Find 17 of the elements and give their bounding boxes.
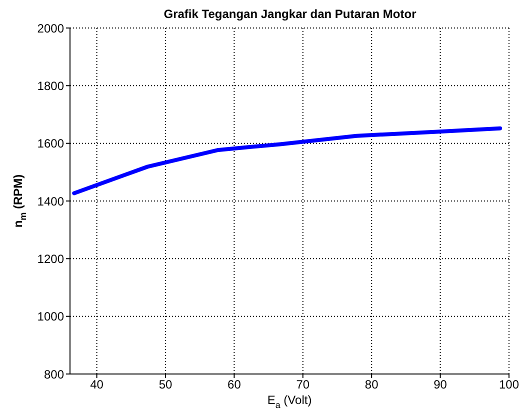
chart-title: Grafik Tegangan Jangkar dan Putaran Motor — [164, 7, 417, 21]
y-tick-label: 1400 — [37, 194, 64, 208]
y-tick-label: 800 — [44, 367, 64, 382]
y-tick-label: 2000 — [37, 21, 64, 36]
x-tick-label: 90 — [434, 378, 448, 392]
line-series — [72, 126, 502, 196]
x-tick-label: 40 — [90, 378, 104, 392]
y-tick-label: 1800 — [37, 78, 64, 93]
x-tick-label: 60 — [228, 378, 242, 392]
y-tick-label: 1200 — [37, 252, 64, 266]
y-tick-label: 1000 — [37, 310, 64, 324]
x-axis-title: E$_{a}$ (Volt) — [267, 393, 312, 410]
x-tick-label: 80 — [364, 378, 379, 392]
x-tick-label: 50 — [158, 378, 172, 392]
x-tick-label: 100 — [498, 378, 520, 392]
y-tick-label: 1600 — [37, 136, 64, 151]
x-tick-label: 70 — [296, 378, 310, 392]
